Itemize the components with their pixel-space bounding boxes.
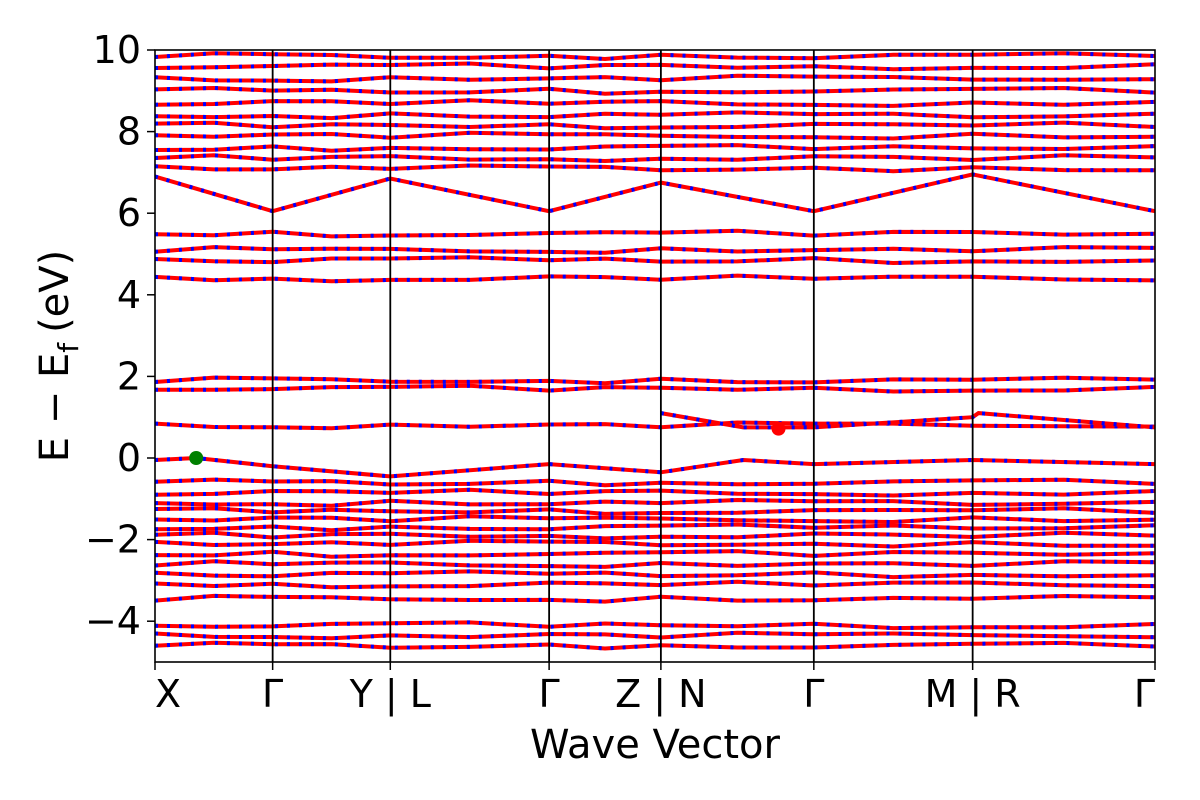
y-tick-label: −4 xyxy=(85,599,141,643)
band-red xyxy=(155,130,1155,141)
vbm-marker xyxy=(189,451,204,465)
band-red xyxy=(155,120,1155,131)
x-tick-label: Γ xyxy=(803,672,824,716)
band-red xyxy=(155,514,1155,525)
x-tick-label: Y | L xyxy=(349,672,431,717)
dispersive-band-red xyxy=(155,172,1155,214)
x-tick-label: Γ xyxy=(1134,672,1155,716)
band-red xyxy=(155,110,1155,121)
band-red xyxy=(155,153,1155,164)
y-axis-title-unit: (eV) xyxy=(32,250,78,333)
band-red xyxy=(155,420,1155,431)
band-red xyxy=(155,506,1155,516)
y-tick-label: 0 xyxy=(117,436,141,480)
y-tick-label: 10 xyxy=(93,28,141,72)
band-red xyxy=(155,530,1155,541)
band-red xyxy=(155,477,1155,488)
x-tick-label: M | R xyxy=(925,672,1021,717)
band-red xyxy=(155,487,1155,498)
x-axis-ticks: X Γ Y | L Γ Z | N Γ M | R Γ xyxy=(154,662,1156,717)
band-red xyxy=(155,375,1155,386)
band-red xyxy=(155,593,1155,604)
y-tick-label: 6 xyxy=(117,191,141,235)
x-tick-label: Z | N xyxy=(615,672,706,717)
segment-boundaries xyxy=(271,50,974,662)
band-red xyxy=(155,538,1155,549)
y-tick-label: 4 xyxy=(117,273,141,317)
band-edge-markers xyxy=(189,421,786,465)
y-tick-label: 2 xyxy=(117,354,141,398)
conduction-bottom-band-blue xyxy=(660,411,1155,430)
band-red xyxy=(155,522,1155,533)
x-axis-title: Wave Vector xyxy=(530,722,781,768)
band-red xyxy=(155,497,1155,508)
band-red xyxy=(155,245,1155,255)
bands-layer xyxy=(155,51,1155,651)
band-red xyxy=(155,559,1155,569)
band-red xyxy=(155,61,1155,72)
band-red xyxy=(155,85,1155,96)
x-tick-label: Γ xyxy=(262,672,283,716)
valence-top-band-red xyxy=(155,455,1155,479)
band-red xyxy=(155,620,1155,631)
x-tick-label: X xyxy=(155,672,181,716)
y-axis-ticks: −4 −2 0 2 4 6 8 10 xyxy=(85,28,155,643)
band-red xyxy=(155,630,1155,641)
band-red xyxy=(155,163,1155,174)
band-red xyxy=(155,143,1155,153)
band-red xyxy=(155,255,1155,266)
y-axis-title-subscript: f xyxy=(52,342,85,353)
band-red xyxy=(155,73,1155,84)
band-red xyxy=(155,383,1155,394)
band-red xyxy=(155,51,1155,62)
cbm-marker xyxy=(771,421,786,436)
x-tick-label: Γ xyxy=(539,672,560,716)
band-red xyxy=(155,273,1155,284)
band-red xyxy=(155,549,1155,559)
y-axis-title-main: E − E xyxy=(32,353,78,463)
y-tick-label: −2 xyxy=(85,518,141,562)
y-axis-title: E − Ef (eV) xyxy=(32,250,85,463)
band-red xyxy=(155,569,1155,580)
band-red xyxy=(155,579,1155,590)
y-tick-label: 8 xyxy=(117,110,141,154)
band-red xyxy=(155,640,1155,651)
plot-frame xyxy=(154,49,1156,663)
band-red xyxy=(155,98,1155,108)
band-red xyxy=(155,228,1155,239)
